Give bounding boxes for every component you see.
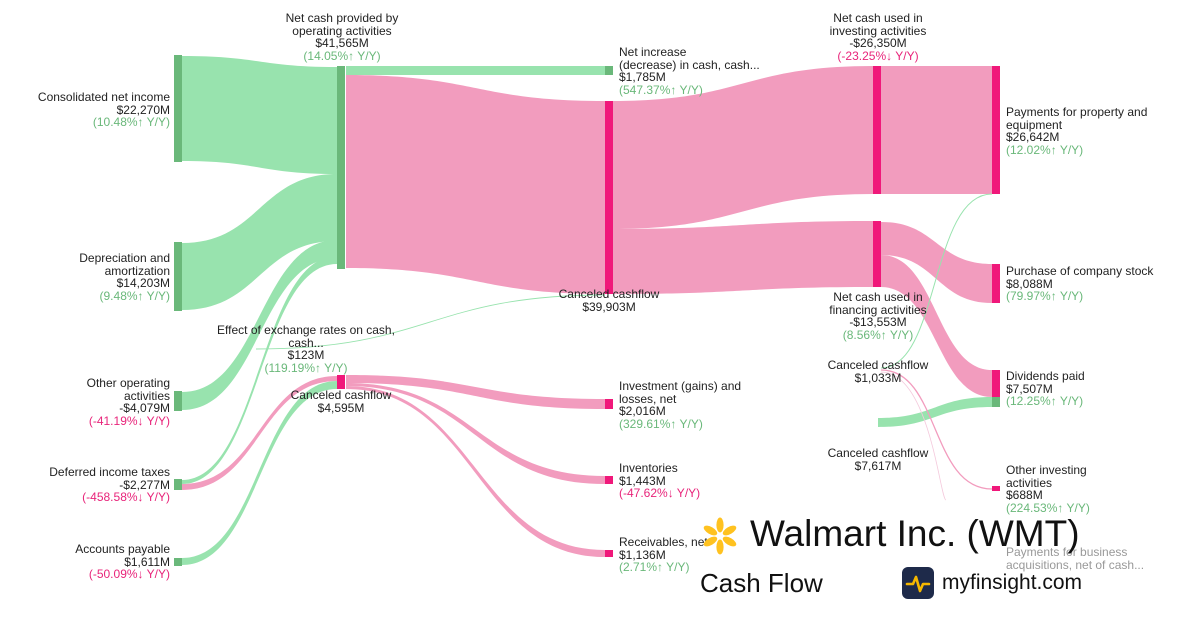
node-bar-receivables <box>605 550 613 557</box>
node-label-fx-effect: Effect of exchange rates on cash, cash..… <box>217 323 395 375</box>
walmart-spark-icon <box>703 517 737 555</box>
node-label-buyback: Purchase of company stock $8,088M (79.97%↑… <box>1006 264 1154 303</box>
myfinsight-pulse-icon <box>902 567 934 599</box>
link-financing_cf-to-dividends <box>881 255 992 397</box>
node-label-consolidated-net-income: Consolidated net income $22,270M (10.48%↑ … <box>37 90 170 129</box>
link-canceled_39903-to-investing_cf <box>613 66 873 229</box>
node-bar-net_increase <box>605 66 613 75</box>
sankey-links <box>182 56 993 565</box>
link-canceled_4595-to-investment_gains <box>346 375 605 409</box>
node-bar-dividends <box>992 370 1000 397</box>
node-label-other-operating: Other operating activities -$4,079M (-41.1… <box>86 376 170 428</box>
link-canceled_1033-to-other_investing <box>880 369 993 490</box>
node-bar-investing_cf <box>873 66 881 194</box>
node-label-canceled-7617: Canceled cashflow $7,617M <box>827 446 929 473</box>
node-bar-dividends_in <box>992 397 1000 407</box>
sankey-nodes <box>174 55 1000 566</box>
node-label-inventories: Inventories $1,443M (-47.62%↓ Y/Y) <box>619 461 701 500</box>
node-bar-consolidated_net_income <box>174 55 182 162</box>
company-title: Walmart Inc. (WMT) <box>750 513 1080 554</box>
node-bar-buyback <box>992 264 1000 303</box>
site-name: myfinsight.com <box>942 571 1083 594</box>
node-label-canceled-39903: Canceled cashflow $39,903M <box>558 287 660 314</box>
link-financing_cf-to-buyback <box>881 222 992 303</box>
link-fx_effect-to-canceled_39903 <box>255 294 606 350</box>
link-other_operating-to-operating_cf <box>182 240 337 410</box>
node-label-acquisitions: Payments for business acquisitions, net … <box>1006 545 1145 572</box>
node-label-investing-cf: Net cash used in investing activities -$2… <box>829 11 927 63</box>
node-bar-canceled_4595 <box>337 375 345 389</box>
node-label-investment-gains: Investment (gains) and losses, net $2,016M… <box>619 379 742 431</box>
node-label-dividends: Dividends paid $7,507M (12.25%↑ Y/Y) <box>1006 369 1085 408</box>
link-accounts_payable-to-canceled_4595 <box>182 381 337 565</box>
node-label-canceled-4595: Canceled cashflow $4,595M <box>290 388 392 415</box>
node-label-other-investing: Other investing activities $688M (224.53%↑… <box>1006 463 1090 515</box>
link-canceled_1033-to-acquisitions <box>880 371 947 501</box>
link-canceled_7617-to-dividends <box>878 397 992 427</box>
link-canceled_4595-to-inventories <box>346 383 605 484</box>
node-bar-capex <box>992 66 1000 194</box>
link-consolidated_net_income-to-operating_cf <box>182 56 337 174</box>
report-subtitle: Cash Flow <box>700 568 823 598</box>
link-investing_cf-to-capex <box>881 66 992 194</box>
link-depreciation-to-operating_cf <box>182 174 337 310</box>
link-deferred_taxes-to-canceled_4595 <box>182 376 337 490</box>
node-bar-accounts_payable <box>174 558 182 566</box>
node-bar-inventories <box>605 476 613 484</box>
node-bar-deferred_taxes <box>174 479 182 490</box>
node-label-canceled-1033: Canceled cashflow $1,033M <box>827 358 929 385</box>
node-label-receivables: Receivables, net $1,136M (2.71%↑ Y/Y) <box>619 535 708 574</box>
node-label-net-increase: Net increase (decrease) in cash, cash... $… <box>619 45 760 97</box>
node-label-accounts-payable: Accounts payable $1,611M (-50.09%↓ Y/Y) <box>75 542 170 581</box>
link-operating_cf-to-net_increase <box>346 66 605 75</box>
node-bar-canceled_39903 <box>605 101 613 294</box>
link-canceled_1033-to-capex <box>880 193 993 369</box>
node-label-capex: Payments for property and equipment $26,6… <box>1006 105 1148 157</box>
node-label-deferred-taxes: Deferred income taxes -$2,277M (-458.58%↓ … <box>49 465 170 504</box>
link-canceled_4595-to-receivables <box>346 386 605 557</box>
node-bar-operating_cf <box>337 66 345 269</box>
link-operating_cf-to-canceled_39903 <box>346 75 605 294</box>
link-deferred_taxes-to-operating_cf <box>182 256 337 484</box>
node-label-depreciation: Depreciation and amortization $14,203M (9.… <box>79 251 170 303</box>
node-bar-financing_cf <box>873 221 881 287</box>
node-bar-other_investing <box>992 486 1000 491</box>
node-bar-depreciation <box>174 242 182 311</box>
link-canceled_39903-to-financing_cf <box>613 221 873 294</box>
node-label-operating-cf: Net cash provided by operating activitie… <box>285 11 399 63</box>
node-bar-investment_gains <box>605 399 613 409</box>
node-label-financing-cf: Net cash used in financing activities -$1… <box>829 290 927 342</box>
node-bar-other_operating <box>174 391 182 411</box>
